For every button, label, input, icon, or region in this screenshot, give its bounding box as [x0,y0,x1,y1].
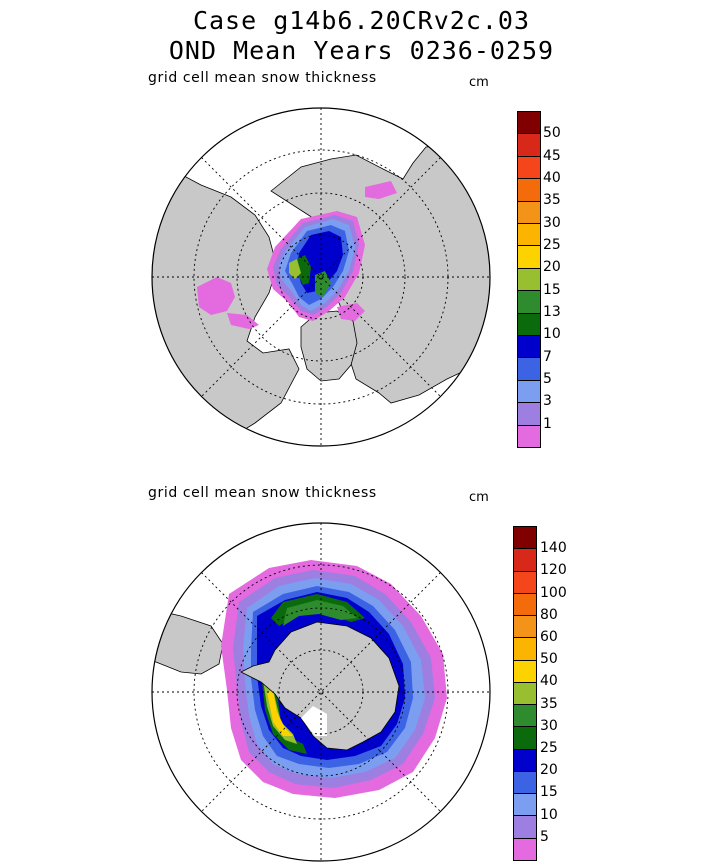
colorbar-swatch [518,224,540,247]
colorbar-tick-label: 120 [540,562,567,579]
colorbar-swatch [518,291,540,314]
colorbar-tick-label: 35 [543,192,561,209]
colorbar-tick-label: 100 [540,584,567,601]
colorbar-swatch [514,571,536,594]
north-snow-patch-bering [365,181,397,199]
colorbar-tick-label: 20 [540,762,558,779]
south-colorbar [513,526,537,861]
north-land-greenland [300,310,358,382]
colorbar-tick-label: 60 [540,629,558,645]
colorbar-tick-label: 45 [543,147,561,164]
north-map-border [151,107,491,447]
colorbar-tick-label: 7 [543,348,552,365]
south-ice-shelf-edge [301,706,327,736]
colorbar-tick-label: 10 [543,326,561,343]
colorbar-swatch [514,727,536,750]
south-graticule [152,523,490,861]
colorbar-swatch [514,527,536,550]
north-polar-map [151,107,491,447]
colorbar-swatch [514,549,536,572]
colorbar-tick-label: 3 [543,393,552,410]
colorbar-swatch [518,358,540,381]
colorbar-swatch [514,660,536,683]
colorbar-swatch [518,112,540,135]
panel-south-label: grid cell mean snow thickness [148,485,377,501]
title-line-1: Case g14b6.20CRv2c.03 [192,6,531,35]
south-map-border [151,522,491,862]
south-snow-band-35cm [283,600,357,626]
colorbar-swatch [518,179,540,202]
colorbar-tick-label: 25 [540,740,558,756]
colorbar-swatch [514,593,536,617]
colorbar-tick-label: 25 [543,237,561,253]
north-snow-patch-hudson [197,277,235,315]
colorbar-tick-label: 1 [543,415,552,432]
south-snow-band-50cm [267,690,293,736]
colorbar-tick-label: 40 [540,673,558,690]
colorbar-tick-label: 5 [543,371,552,387]
north-snow-band-20cm [289,259,301,279]
north-graticule [152,108,490,446]
colorbar-swatch [514,749,536,772]
colorbar-tick-label: 30 [543,214,561,231]
colorbar-tick-label: 50 [543,125,561,142]
colorbar-swatch [518,380,540,404]
colorbar-tick-label: 50 [540,651,558,668]
colorbar-tick-label: 13 [543,304,561,320]
colorbar-tick-label: 15 [543,281,561,298]
south-polar-map [151,522,491,862]
colorbar-tick-label: 15 [540,784,558,801]
colorbar-tick-label: 5 [540,828,549,845]
panel-south-units: cm [469,490,489,505]
colorbar-tick-label: 10 [540,806,558,823]
colorbar-tick-label: 35 [540,695,558,712]
colorbar-tick-label: 80 [540,606,558,623]
title-line-2: OND Mean Years 0236-0259 [168,36,555,65]
colorbar-swatch [514,705,536,728]
colorbar-swatch [518,134,540,157]
panel-north-units: cm [469,75,489,90]
colorbar-swatch [518,156,540,180]
colorbar-swatch [518,246,540,269]
colorbar-tick-label: 140 [540,540,567,557]
north-snow-patch-labrador [227,313,259,329]
colorbar-swatch [518,201,540,225]
north-snow-band-13cm [297,255,311,285]
north-snow-band-15cm [315,271,331,297]
colorbar-swatch [514,638,536,661]
panel-north-label: grid cell mean snow thickness [148,70,377,86]
colorbar-swatch [514,771,536,795]
colorbar-tick-label: 20 [543,259,561,276]
colorbar-swatch [518,313,540,337]
colorbar-tick-label: 40 [543,170,561,186]
colorbar-swatch [514,682,536,706]
colorbar-swatch [518,403,540,426]
south-land-antarctica [240,621,400,751]
north-snow-patch-okhotsk [337,303,365,321]
colorbar-swatch [518,425,540,448]
colorbar-swatch [514,616,536,639]
colorbar-swatch [518,268,540,292]
colorbar-swatch [514,816,536,839]
colorbar-swatch [518,336,540,359]
north-colorbar [517,111,541,448]
colorbar-swatch [514,838,536,860]
colorbar-swatch [514,794,536,817]
colorbar-tick-label: 30 [540,717,558,734]
